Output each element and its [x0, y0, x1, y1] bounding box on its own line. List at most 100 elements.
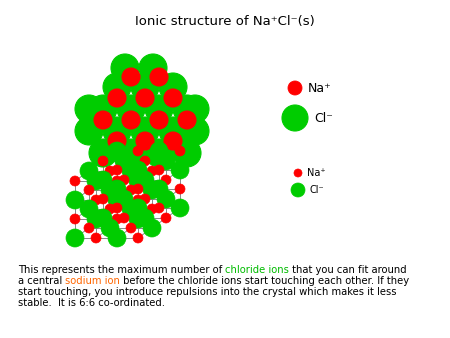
Circle shape: [122, 68, 140, 86]
Circle shape: [150, 68, 168, 86]
Circle shape: [101, 219, 119, 237]
Circle shape: [122, 162, 140, 180]
Circle shape: [157, 152, 175, 170]
Circle shape: [98, 156, 108, 166]
Circle shape: [87, 210, 105, 228]
Circle shape: [133, 195, 143, 205]
Text: start touching, you introduce repulsions into the crystal which makes it less: start touching, you introduce repulsions…: [18, 287, 396, 297]
Circle shape: [161, 175, 171, 185]
Circle shape: [157, 190, 175, 208]
Circle shape: [173, 95, 201, 123]
Circle shape: [136, 89, 154, 107]
Circle shape: [119, 175, 129, 185]
Circle shape: [103, 73, 131, 101]
Circle shape: [66, 191, 84, 209]
Circle shape: [105, 204, 115, 214]
Circle shape: [119, 213, 129, 223]
Circle shape: [70, 176, 80, 186]
Circle shape: [171, 161, 189, 179]
Circle shape: [94, 209, 112, 227]
Circle shape: [143, 181, 161, 199]
Circle shape: [136, 132, 154, 150]
Circle shape: [181, 117, 209, 145]
Circle shape: [84, 223, 94, 233]
Circle shape: [181, 95, 209, 123]
Circle shape: [154, 165, 164, 175]
Circle shape: [147, 204, 157, 214]
Circle shape: [117, 95, 145, 123]
Text: Cl⁻: Cl⁻: [310, 185, 324, 195]
Circle shape: [282, 105, 308, 131]
Circle shape: [145, 95, 173, 123]
Circle shape: [108, 191, 126, 209]
Circle shape: [108, 89, 126, 107]
Circle shape: [145, 139, 173, 167]
Circle shape: [91, 195, 101, 205]
Circle shape: [122, 111, 140, 129]
Circle shape: [115, 190, 133, 208]
Circle shape: [105, 166, 115, 176]
Circle shape: [133, 233, 143, 243]
Circle shape: [129, 161, 147, 179]
Text: that you can fit around: that you can fit around: [289, 265, 407, 275]
Circle shape: [108, 180, 126, 198]
Circle shape: [117, 139, 145, 167]
Circle shape: [139, 54, 167, 82]
Circle shape: [150, 142, 168, 160]
Circle shape: [112, 176, 122, 186]
Circle shape: [126, 223, 136, 233]
Circle shape: [288, 81, 302, 95]
Circle shape: [133, 184, 143, 194]
Text: Cl⁻: Cl⁻: [314, 112, 333, 124]
Text: Na⁺: Na⁺: [307, 168, 326, 178]
Circle shape: [171, 199, 189, 217]
Circle shape: [122, 200, 140, 218]
Circle shape: [178, 111, 196, 129]
Circle shape: [140, 156, 150, 166]
Circle shape: [294, 169, 302, 177]
Circle shape: [126, 185, 136, 195]
Circle shape: [103, 117, 131, 145]
Circle shape: [150, 111, 168, 129]
Text: chloride ions: chloride ions: [225, 265, 289, 275]
Circle shape: [131, 117, 159, 145]
Text: before the chloride ions start touching each other. If they: before the chloride ions start touching …: [120, 276, 410, 286]
Circle shape: [175, 184, 185, 194]
Circle shape: [175, 146, 185, 156]
Circle shape: [159, 73, 187, 101]
Circle shape: [89, 139, 117, 167]
Circle shape: [108, 229, 126, 247]
Circle shape: [80, 200, 98, 218]
Circle shape: [115, 152, 133, 170]
Text: sodium ion: sodium ion: [65, 276, 120, 286]
Text: Na⁺: Na⁺: [308, 81, 332, 95]
Circle shape: [159, 117, 187, 145]
Circle shape: [143, 219, 161, 237]
Circle shape: [94, 171, 112, 189]
Circle shape: [140, 194, 150, 204]
Text: a central: a central: [18, 276, 65, 286]
Circle shape: [173, 139, 201, 167]
Circle shape: [136, 171, 154, 189]
Circle shape: [129, 172, 147, 190]
Circle shape: [112, 214, 122, 224]
Circle shape: [75, 117, 103, 145]
Circle shape: [133, 146, 143, 156]
Circle shape: [129, 199, 147, 217]
Text: stable.  It is 6:6 co-ordinated.: stable. It is 6:6 co-ordinated.: [18, 298, 165, 308]
Circle shape: [161, 213, 171, 223]
Circle shape: [94, 111, 112, 129]
Circle shape: [98, 194, 108, 204]
Circle shape: [291, 183, 305, 197]
Circle shape: [154, 203, 164, 213]
Circle shape: [164, 89, 182, 107]
Circle shape: [91, 233, 101, 243]
Circle shape: [108, 132, 126, 150]
Circle shape: [164, 132, 182, 150]
Circle shape: [150, 180, 168, 198]
Circle shape: [129, 210, 147, 228]
Circle shape: [101, 181, 119, 199]
Circle shape: [136, 209, 154, 227]
Circle shape: [80, 162, 98, 180]
Circle shape: [112, 203, 122, 213]
